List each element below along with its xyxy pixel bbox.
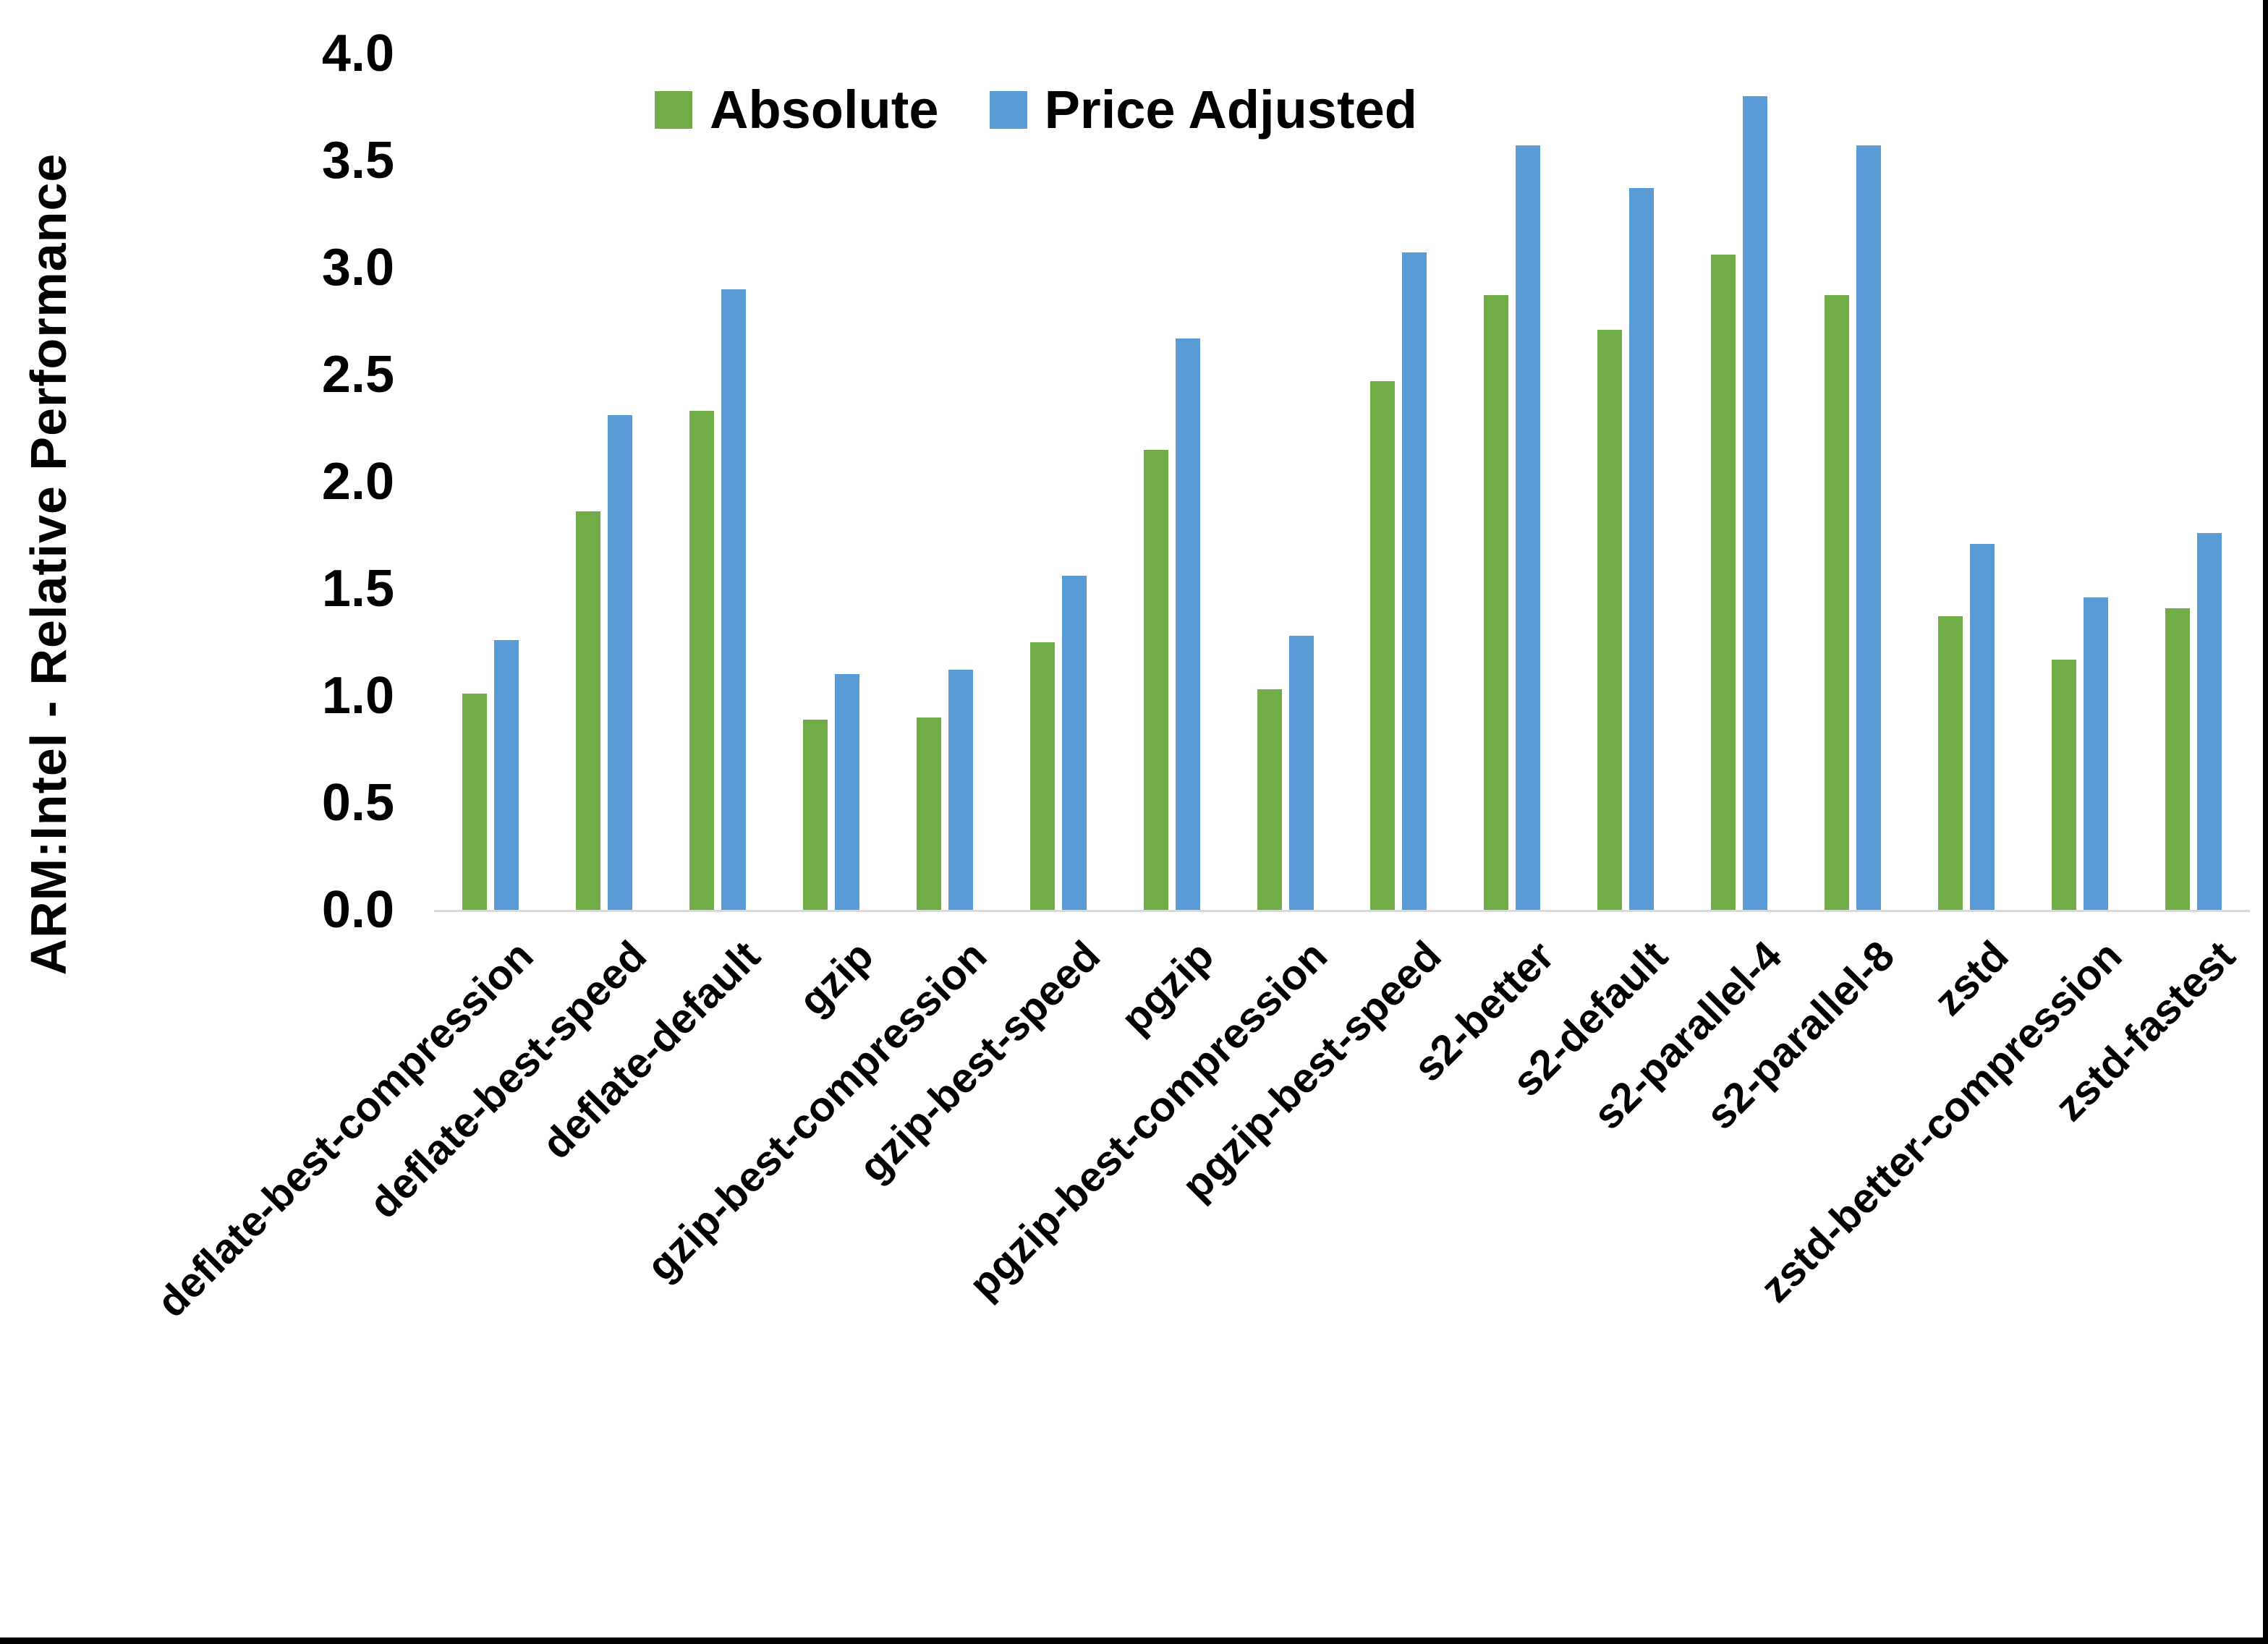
bar-price-adjusted [2196, 533, 2222, 910]
y-tick-label: 2.5 [321, 346, 394, 404]
bar-price-adjusted [948, 670, 973, 910]
bar-absolute [2165, 608, 2190, 910]
bar-group: s2-parallel-4 [1584, 54, 1796, 1138]
bar-absolute [1484, 295, 1509, 910]
bar-group: zstd [1909, 54, 2023, 1025]
bar-absolute [1029, 642, 1055, 910]
y-tick-label: 2.0 [321, 453, 394, 511]
y-tick-label: 1.0 [321, 667, 394, 725]
y-tick-label: 0.0 [321, 881, 394, 939]
bar-absolute [803, 720, 828, 910]
bar-group: gzip-best-compression [638, 54, 1002, 1290]
y-tick-label: 1.5 [321, 560, 394, 618]
bar-price-adjusted [608, 415, 633, 910]
bar-group: s2-parallel-8 [1697, 54, 1910, 1138]
bar-absolute [462, 694, 488, 910]
bar-group: pgzip [1112, 54, 1228, 1043]
bar-absolute [916, 717, 941, 910]
y-axis-title: ARM:Intel - Relative Performance [20, 153, 77, 976]
bar-price-adjusted [721, 289, 747, 910]
y-tick-label: 4.0 [321, 25, 394, 82]
right-border [2263, 0, 2268, 1644]
bottom-border [0, 1637, 2268, 1644]
legend-swatch-price-adjusted [989, 91, 1027, 129]
x-category-label: gzip [789, 932, 883, 1025]
bar-price-adjusted [1629, 188, 1655, 910]
bar-price-adjusted [1288, 636, 1314, 910]
bar-absolute [1824, 295, 1849, 910]
legend: Absolute Price Adjusted [655, 81, 1417, 139]
bar-price-adjusted [1516, 145, 1541, 910]
bar-price-adjusted [494, 640, 519, 910]
bar-price-adjusted [835, 674, 860, 910]
bar-absolute [1370, 381, 1396, 910]
bar-group: s2-default [1503, 54, 1683, 1105]
bar-group: deflate-best-compression [148, 54, 548, 1326]
bar-group: pgzip-best-speed [1173, 54, 1456, 1209]
bar-price-adjusted [1856, 145, 1881, 910]
bar-group: pgzip-best-compression [960, 54, 1342, 1308]
x-category-label: zstd [1924, 932, 2018, 1025]
bar-group: s2-better [1405, 54, 1569, 1091]
bar-absolute [1937, 616, 1963, 910]
bar-group: zstd-better-compression [1751, 54, 2136, 1311]
bar-price-adjusted [1969, 544, 1995, 910]
bar-price-adjusted [1175, 338, 1200, 910]
legend-label-absolute: Absolute [710, 80, 939, 140]
legend-label-price-adjusted: Price Adjusted [1044, 80, 1417, 140]
legend-item-absolute: Absolute [655, 81, 939, 139]
bar-group: zstd-fastest [2046, 54, 2250, 1130]
bar-absolute [1597, 330, 1623, 910]
bar-group: gzip-best-speed [850, 54, 1115, 1191]
bar-group: gzip [775, 54, 888, 1025]
bar-absolute [689, 411, 715, 910]
bar-absolute [576, 511, 601, 910]
y-tick-label: 3.5 [321, 132, 394, 189]
y-tick-label: 3.0 [321, 239, 394, 297]
bar-group: deflate-default [533, 54, 775, 1168]
bar-price-adjusted [1061, 576, 1087, 910]
bar-price-adjusted [1402, 252, 1427, 910]
bar-price-adjusted [1743, 96, 1768, 910]
bar-absolute [2051, 660, 2076, 910]
legend-swatch-absolute [655, 91, 692, 129]
legend-item-price-adjusted: Price Adjusted [989, 80, 1417, 140]
bar-group: deflate-best-speed [360, 54, 661, 1227]
bar-absolute [1257, 689, 1282, 910]
bar-absolute [1143, 450, 1168, 910]
plot-area: deflate-best-compression deflate-best-spe… [148, 54, 2250, 1326]
y-tick-label: 0.5 [321, 774, 394, 832]
bar-absolute [1711, 255, 1736, 910]
bar-price-adjusted [2083, 597, 2108, 910]
